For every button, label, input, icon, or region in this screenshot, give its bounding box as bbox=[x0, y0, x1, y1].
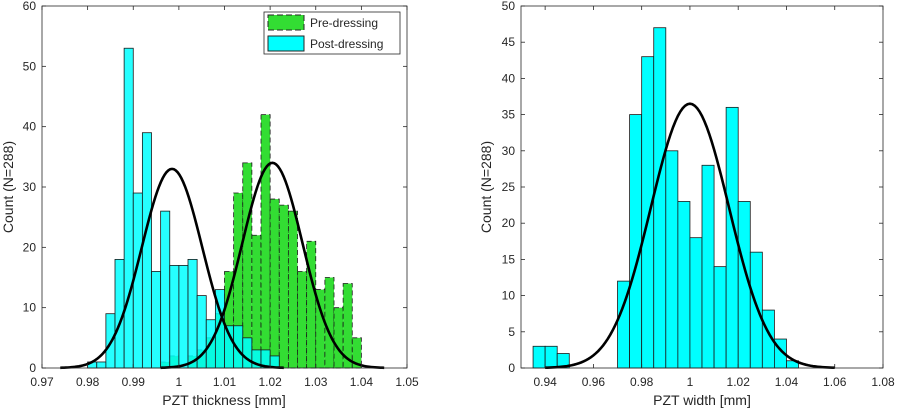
bar-s1-6 bbox=[141, 132, 152, 369]
x-tick-label-1: 0.98 bbox=[76, 375, 100, 389]
y-tick-label-1: 5 bbox=[508, 325, 515, 339]
x-tick-label-5: 1.02 bbox=[258, 375, 282, 389]
bar-s1-9 bbox=[169, 265, 180, 369]
bar-s0-9 bbox=[641, 56, 655, 369]
bar-s0-15 bbox=[713, 266, 727, 369]
bar-s0-15 bbox=[297, 271, 308, 369]
bar-s1-1 bbox=[96, 361, 107, 369]
y-tick-label-2: 20 bbox=[23, 240, 37, 254]
y-tick-label-3: 15 bbox=[502, 252, 516, 266]
bar-s1-10 bbox=[178, 265, 189, 369]
y-tick-label-10: 50 bbox=[502, 0, 516, 13]
bar-s0-11 bbox=[260, 114, 271, 369]
y-tick-label-5: 50 bbox=[23, 59, 37, 73]
right-axes: 0.94 0.96 0.98 1 1.02 1.04 1.06 1.08 0 5 10 15 20 25 3… bbox=[502, 0, 895, 389]
y-tick-label-4: 40 bbox=[23, 120, 37, 134]
x-tick-label-2: 0.98 bbox=[630, 375, 654, 389]
y-tick-label-9: 45 bbox=[502, 35, 516, 49]
bar-s0-1 bbox=[544, 345, 558, 369]
bar-s0-10 bbox=[653, 27, 667, 369]
bar-s0-14 bbox=[701, 164, 715, 369]
y-tick-label-6: 30 bbox=[502, 144, 516, 158]
y-tick-label-5: 25 bbox=[502, 180, 516, 194]
y-tick-label-8: 40 bbox=[502, 71, 516, 85]
legend-label-post: Post-dressing bbox=[310, 37, 383, 51]
fit-curve-1 bbox=[60, 167, 284, 370]
x-tick-label-4: 1.01 bbox=[213, 375, 237, 389]
thickness-histogram: 0.97 0.98 0.99 1 1.01 1.02 1.03 1.04 1.05 0 10 20 30… bbox=[0, 0, 419, 408]
legend-swatch-post bbox=[267, 35, 305, 52]
left-axes: 0.97 0.98 0.99 1 1.01 1.02 1.03 1.04 1.05 0 10 20 30… bbox=[23, 0, 419, 389]
bar-s1-11 bbox=[187, 258, 198, 369]
legend-label-pre: Pre-dressing bbox=[310, 16, 378, 30]
x-tick-label-2: 0.99 bbox=[122, 375, 146, 389]
y-tick-label-3: 30 bbox=[23, 180, 37, 194]
bar-s0-12 bbox=[269, 198, 280, 369]
width-histogram: 0.94 0.96 0.98 1 1.02 1.04 1.06 1.08 0 5 10 15 20 25 3… bbox=[478, 0, 895, 408]
bar-s1-17 bbox=[242, 337, 253, 369]
bar-s1-8 bbox=[160, 210, 171, 369]
left-fit-curves bbox=[60, 161, 385, 370]
bar-s0-14 bbox=[287, 210, 298, 369]
x-tick-label-4: 1.02 bbox=[727, 375, 751, 389]
y-tick-label-6: 60 bbox=[23, 0, 37, 13]
x-tick-label-7: 1.04 bbox=[350, 375, 374, 389]
bar-s1-7 bbox=[151, 271, 162, 369]
bar-s0-13 bbox=[689, 237, 703, 369]
bar-s0-8 bbox=[629, 114, 643, 369]
right-x-axis-label: PZT width [mm] bbox=[653, 392, 751, 408]
right-y-axis-label: Count (N=288) bbox=[478, 141, 494, 233]
x-tick-label-6: 1.06 bbox=[823, 375, 847, 389]
left-y-axis-label: Count (N=288) bbox=[0, 141, 16, 233]
bar-s0-12 bbox=[677, 201, 691, 369]
y-tick-label-0: 0 bbox=[29, 361, 36, 375]
x-tick-label-7: 1.08 bbox=[871, 375, 895, 389]
y-tick-label-2: 10 bbox=[502, 289, 516, 303]
legend: Pre-dressing Post-dressing bbox=[263, 11, 401, 55]
fit-curve-0 bbox=[545, 102, 835, 370]
x-tick-label-1: 0.96 bbox=[582, 375, 606, 389]
right-fit-curve bbox=[545, 102, 835, 370]
left-x-axis-label: PZT thickness [mm] bbox=[162, 392, 285, 408]
legend-swatch-pre bbox=[267, 14, 305, 31]
y-tick-label-7: 35 bbox=[502, 108, 516, 122]
bar-s0-13 bbox=[278, 204, 289, 369]
x-tick-label-6: 1.03 bbox=[304, 375, 328, 389]
y-tick-label-0: 0 bbox=[508, 361, 515, 375]
right-bars bbox=[532, 27, 799, 369]
x-tick-label-0: 0.97 bbox=[30, 375, 54, 389]
x-tick-label-0: 0.94 bbox=[533, 375, 557, 389]
bar-s0-10 bbox=[251, 234, 262, 369]
bar-s0-18 bbox=[749, 251, 763, 369]
fit-curve-0 bbox=[160, 161, 385, 370]
x-tick-label-3: 1 bbox=[687, 375, 694, 389]
bar-s0-19 bbox=[333, 307, 344, 369]
bar-s1-4 bbox=[123, 47, 134, 369]
x-tick-label-3: 1 bbox=[176, 375, 183, 389]
bar-s0-0 bbox=[532, 345, 546, 369]
x-tick-label-5: 1.04 bbox=[775, 375, 799, 389]
x-tick-label-8: 1.05 bbox=[395, 375, 419, 389]
left-bars bbox=[87, 47, 362, 369]
bar-s0-11 bbox=[665, 150, 679, 369]
bar-s0-9 bbox=[242, 162, 253, 369]
y-tick-label-1: 10 bbox=[23, 301, 37, 315]
y-tick-label-4: 20 bbox=[502, 216, 516, 230]
